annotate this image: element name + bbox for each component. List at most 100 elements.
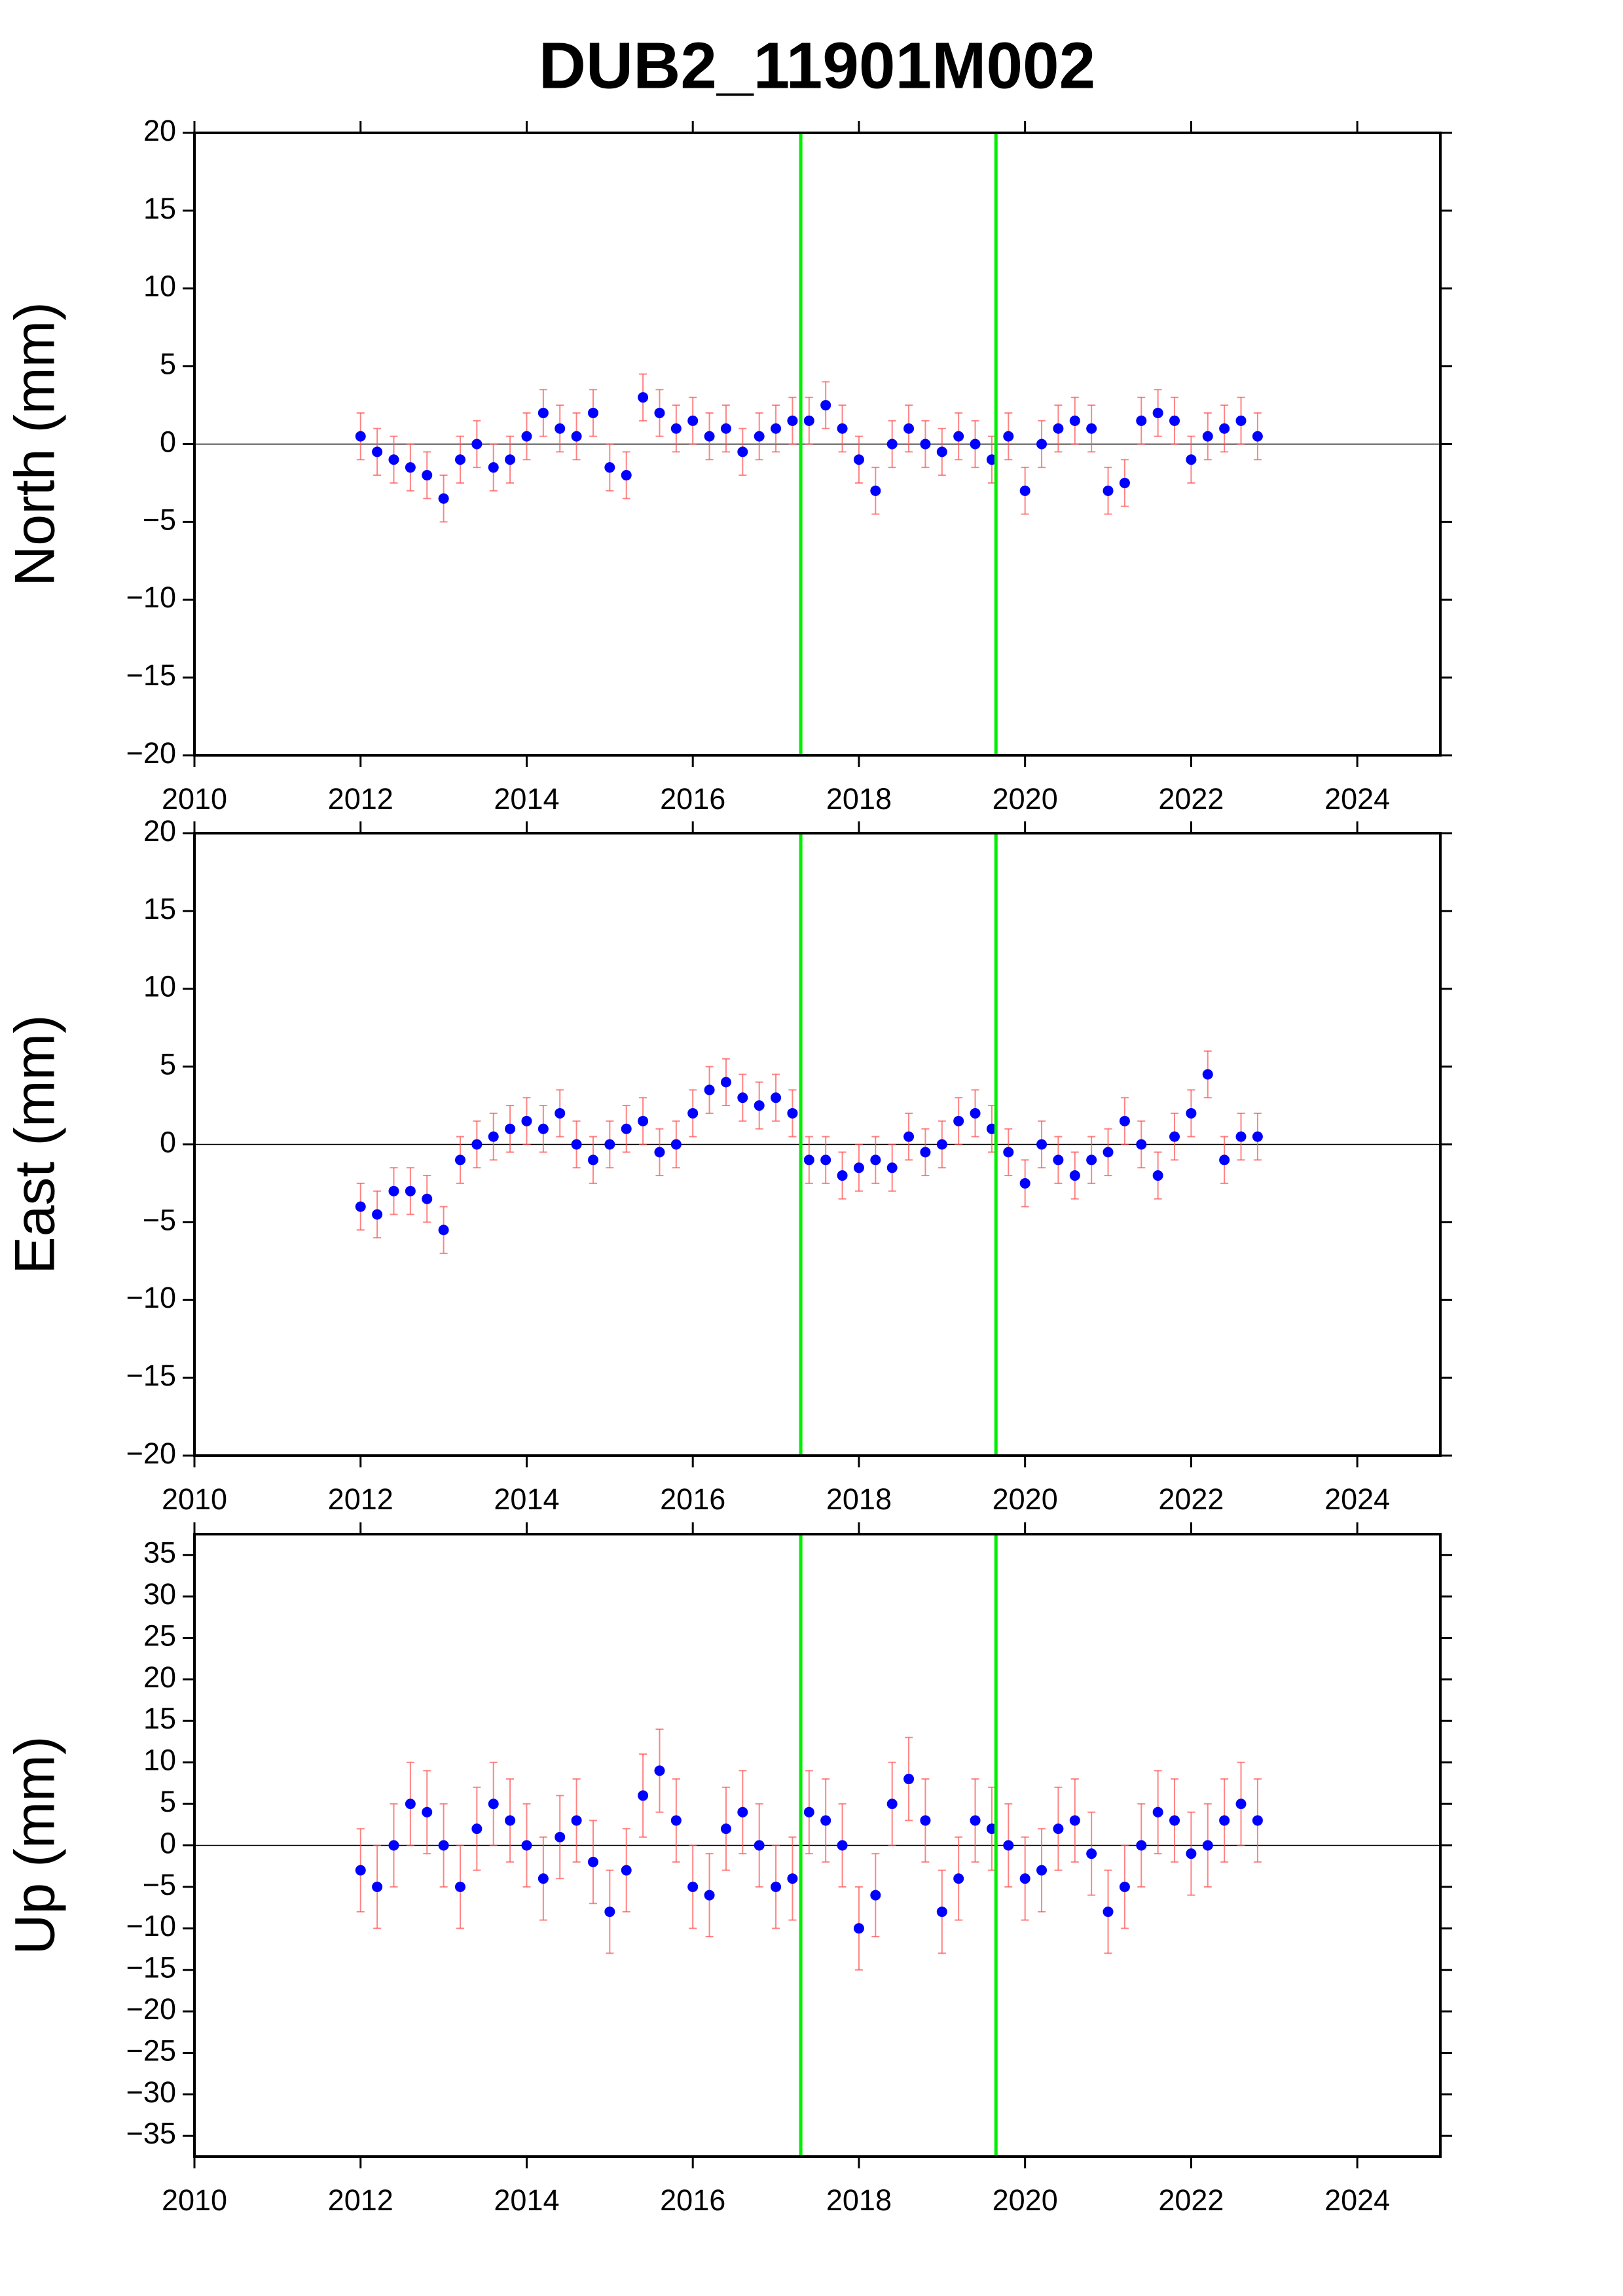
data-point: [505, 454, 516, 465]
plot-frame: [193, 1533, 1442, 2158]
y-tick-label: 20: [143, 814, 176, 848]
data-point: [1119, 1881, 1130, 1892]
data-point: [853, 1923, 864, 1934]
data-point: [837, 1170, 848, 1181]
data-point: [953, 431, 964, 442]
x-tick-label: 2024: [1324, 782, 1390, 816]
data-point: [372, 1881, 383, 1892]
data-point: [1086, 423, 1097, 434]
data-point: [471, 1823, 483, 1835]
data-point: [1003, 1840, 1014, 1851]
data-point: [670, 1139, 682, 1150]
data-point: [405, 1185, 416, 1196]
data-point: [754, 1840, 765, 1851]
data-point: [355, 1201, 366, 1212]
data-point: [1186, 1848, 1197, 1859]
data-point: [1235, 1799, 1247, 1810]
x-tick-label: 2014: [494, 2183, 559, 2217]
data-point: [1169, 415, 1180, 426]
data-point: [438, 1225, 449, 1236]
data-point: [488, 1131, 499, 1142]
data-point: [1103, 1147, 1114, 1158]
data-point: [970, 439, 981, 450]
data-point: [754, 1100, 765, 1111]
y-tick-label: −10: [126, 1909, 176, 1943]
data-point: [820, 1155, 831, 1166]
data-point: [737, 446, 748, 457]
data-point: [1053, 1155, 1064, 1166]
data-point: [1053, 423, 1064, 434]
data-point: [1003, 431, 1014, 442]
data-point: [538, 1873, 549, 1884]
data-point: [555, 1831, 566, 1842]
data-point: [638, 1115, 649, 1126]
y-tick-label: 25: [143, 1619, 176, 1652]
data-point: [1019, 1873, 1030, 1884]
y-tick-label: 15: [143, 192, 176, 225]
y-axis-label: East (mm): [4, 1014, 67, 1274]
y-tick-label: −30: [126, 2075, 176, 2109]
data-point: [505, 1815, 516, 1826]
x-tick-label: 2020: [993, 1482, 1058, 1516]
data-point: [388, 454, 399, 465]
plot-frame: [193, 132, 1442, 757]
data-point: [870, 1155, 881, 1166]
x-tick-label: 2024: [1324, 2183, 1390, 2217]
data-point: [720, 423, 731, 434]
data-point: [754, 431, 765, 442]
data-point: [1219, 1815, 1230, 1826]
data-point: [970, 1815, 981, 1826]
data-point: [903, 1774, 915, 1785]
y-tick-label: 0: [160, 1826, 176, 1859]
data-point: [604, 1139, 615, 1150]
y-tick-label: −20: [126, 1992, 176, 2026]
data-point: [1103, 485, 1114, 496]
data-point: [654, 1765, 665, 1776]
data-point: [853, 1162, 864, 1174]
x-tick-label: 2010: [162, 1482, 227, 1516]
data-point: [587, 407, 598, 418]
data-point: [1152, 1170, 1163, 1181]
data-point: [1169, 1815, 1180, 1826]
y-tick-label: 5: [160, 1785, 176, 1818]
data-point: [604, 1906, 615, 1917]
data-point: [820, 400, 831, 411]
data-point: [654, 1147, 665, 1158]
data-point: [1219, 1155, 1230, 1166]
x-tick-label: 2018: [826, 2183, 892, 2217]
y-tick-label: 30: [143, 1577, 176, 1611]
chart-title: DUB2_11901M002: [539, 29, 1096, 102]
data-point: [422, 1193, 433, 1204]
data-point: [1152, 407, 1163, 418]
y-axis-label: North (mm): [4, 302, 67, 586]
data-point: [621, 1865, 632, 1876]
data-point: [521, 431, 532, 442]
data-point: [571, 1815, 582, 1826]
data-point: [571, 431, 582, 442]
data-point: [1086, 1848, 1097, 1859]
y-tick-label: −15: [126, 1951, 176, 1984]
x-tick-label: 2010: [162, 2183, 227, 2217]
data-point: [555, 1107, 566, 1119]
data-point: [488, 462, 499, 473]
data-point: [1069, 1170, 1080, 1181]
data-point: [936, 1906, 947, 1917]
data-point: [1136, 415, 1147, 426]
data-point: [621, 1123, 632, 1134]
data-point: [737, 1092, 748, 1103]
data-point: [870, 485, 881, 496]
y-tick-label: 0: [160, 1125, 176, 1158]
data-point: [687, 1107, 699, 1119]
data-point: [587, 1856, 598, 1867]
data-point: [454, 1155, 465, 1166]
data-point: [422, 470, 433, 481]
data-point: [936, 1139, 947, 1150]
x-tick-label: 2018: [826, 1482, 892, 1516]
data-point: [538, 1123, 549, 1134]
data-point: [638, 1790, 649, 1801]
data-point: [886, 1162, 898, 1174]
y-tick-label: 20: [143, 1660, 176, 1694]
data-point: [471, 439, 483, 450]
y-tick-label: 15: [143, 892, 176, 925]
data-point: [488, 1799, 499, 1810]
